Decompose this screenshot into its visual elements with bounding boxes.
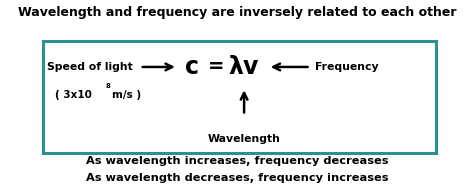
Text: m/s ): m/s ) xyxy=(112,90,141,100)
Text: =: = xyxy=(208,57,224,76)
Text: Wavelength: Wavelength xyxy=(208,134,281,145)
Text: Wavelength and frequency are inversely related to each other: Wavelength and frequency are inversely r… xyxy=(18,6,456,19)
Text: Speed of light: Speed of light xyxy=(47,62,133,72)
Text: ( 3x10: ( 3x10 xyxy=(55,90,91,100)
FancyBboxPatch shape xyxy=(43,41,436,153)
Text: Frequency: Frequency xyxy=(315,62,379,72)
Text: As wavelength decreases, frequency increases: As wavelength decreases, frequency incre… xyxy=(86,173,388,183)
Text: c: c xyxy=(185,55,199,79)
Text: As wavelength increases, frequency decreases: As wavelength increases, frequency decre… xyxy=(86,156,388,166)
Text: $\bf{\lambda}$v: $\bf{\lambda}$v xyxy=(228,55,260,79)
Text: 8: 8 xyxy=(105,83,110,89)
